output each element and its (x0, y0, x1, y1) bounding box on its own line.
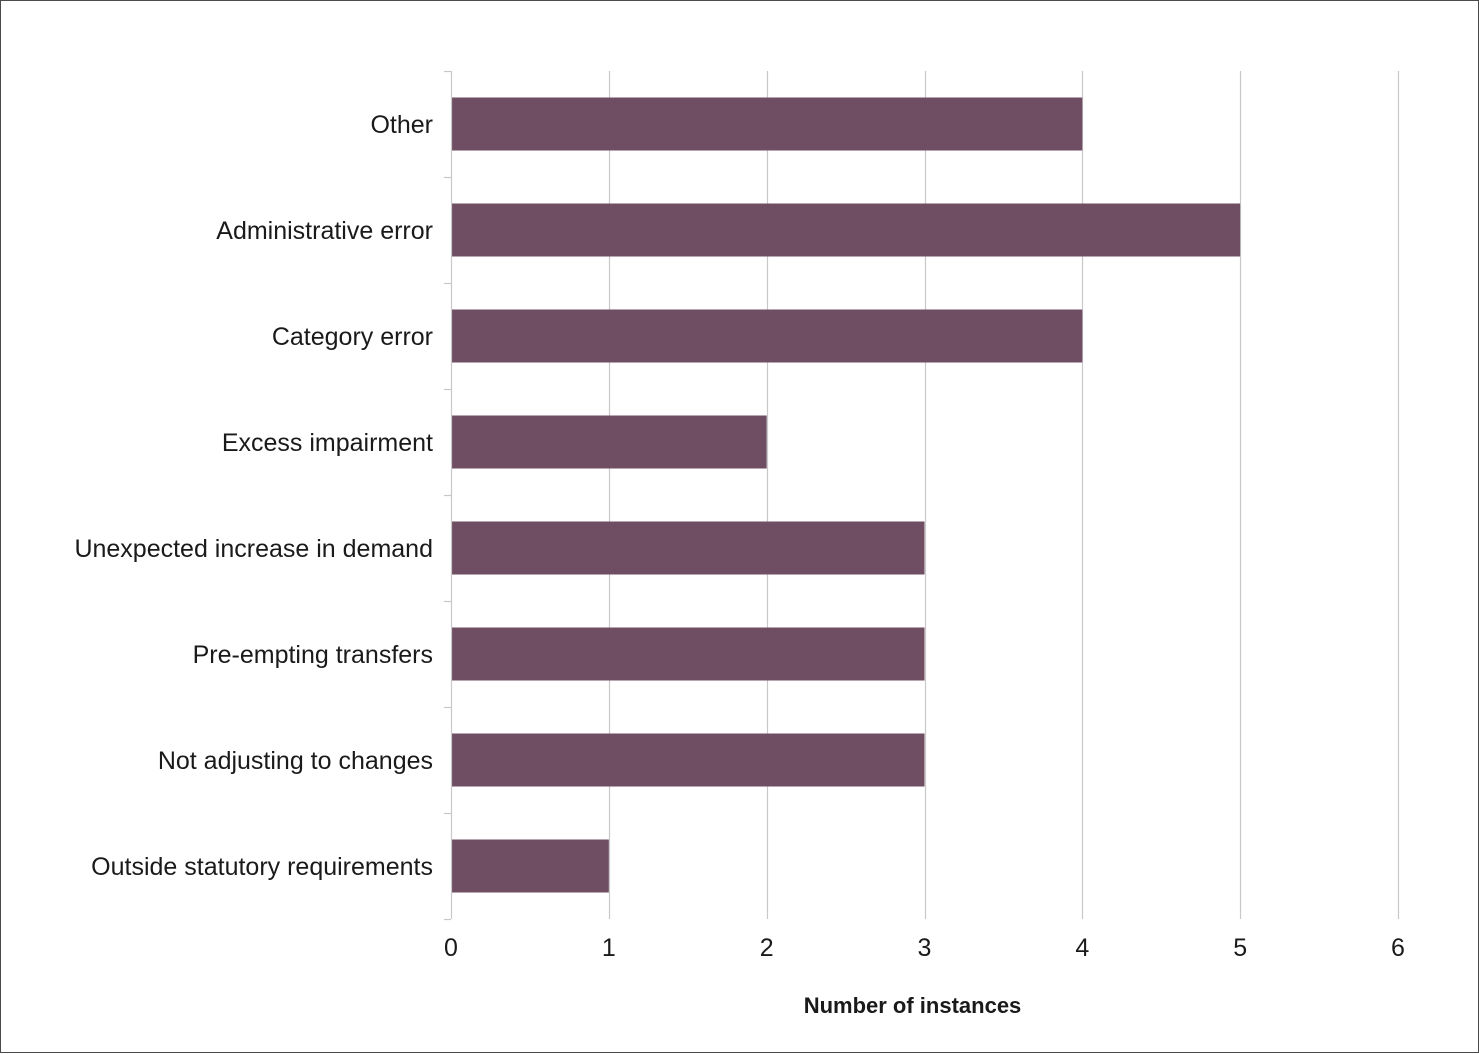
x-tick-label-6: 6 (1391, 934, 1405, 962)
bar-category-error (452, 309, 1083, 363)
category-label-pre-empting-transfers: Pre-empting transfers (193, 641, 433, 669)
category-label-unexpected-increase-in-demand: Unexpected increase in demand (74, 535, 433, 563)
x-tick-label-5: 5 (1233, 934, 1247, 962)
x-tick-label-4: 4 (1075, 934, 1089, 962)
gridlines (608, 71, 1400, 919)
x-tick-label-1: 1 (602, 934, 616, 962)
x-tick-label-3: 3 (918, 934, 932, 962)
bar-outside-statutory-requirements (452, 839, 609, 893)
x-axis-title: Number of instances (804, 993, 1022, 1018)
bars (452, 97, 1241, 893)
x-tick-label-0: 0 (444, 934, 458, 962)
category-label-other: Other (370, 111, 433, 139)
y-axis (444, 70, 453, 921)
bar-other (452, 97, 1083, 151)
category-label-not-adjusting-to-changes: Not adjusting to changes (158, 747, 433, 775)
category-label-category-error: Category error (272, 323, 433, 351)
bar-unexpected-increase-in-demand (452, 521, 925, 575)
bar-excess-impairment (452, 415, 767, 469)
bar-pre-empting-transfers (452, 627, 925, 681)
bar-not-adjusting-to-changes (452, 733, 925, 787)
category-label-outside-statutory-requirements: Outside statutory requirements (91, 853, 433, 881)
bar-administrative-error (452, 203, 1241, 257)
x-tick-labels: 0 1 2 3 4 5 6 (444, 934, 1405, 962)
category-label-administrative-error: Administrative error (216, 217, 433, 245)
category-labels: Other Administrative error Category error E… (74, 111, 433, 881)
x-tick-label-2: 2 (760, 934, 774, 962)
category-label-excess-impairment: Excess impairment (222, 429, 433, 457)
